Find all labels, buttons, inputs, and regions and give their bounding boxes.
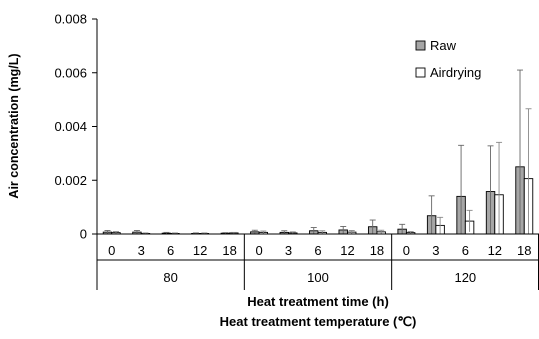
legend-swatch-airdrying xyxy=(415,67,426,78)
x-tick-label: 6 xyxy=(314,243,321,258)
legend-label-airdrying: Airdrying xyxy=(430,65,481,80)
x-tick-label: 18 xyxy=(222,243,236,258)
x-tick-label: 18 xyxy=(370,243,384,258)
y-tick-label: 0.004 xyxy=(54,119,87,134)
x-tick-label: 12 xyxy=(193,243,207,258)
x-tick-label: 0 xyxy=(403,243,410,258)
group-label: 100 xyxy=(307,270,329,285)
bars xyxy=(102,166,534,235)
x-tick-label: 3 xyxy=(432,243,439,258)
x-tick-label: 6 xyxy=(462,243,469,258)
legend: Raw Airdrying xyxy=(415,38,481,80)
x-tick-label: 3 xyxy=(285,243,292,258)
legend-swatch-raw xyxy=(415,40,426,51)
y-tick-label: 0.002 xyxy=(54,173,87,188)
x-tick-label: 0 xyxy=(255,243,262,258)
x-tick-label: 12 xyxy=(488,243,502,258)
legend-label-raw: Raw xyxy=(430,38,457,53)
y-tick-label: 0.006 xyxy=(54,65,87,80)
y-axis-title: Air concentration (mg/L) xyxy=(7,53,21,198)
x-axis: 80 0 3 6 12 18 100 0 3 6 12 18 120 0 3 6 12 18 xyxy=(96,233,539,290)
x-tick-label: 6 xyxy=(167,243,174,258)
y-tick-label: 0 xyxy=(80,227,87,242)
x-tick-label: 3 xyxy=(138,243,145,258)
x-tick-label: 0 xyxy=(108,243,115,258)
x-axis-group-title: Heat treatment temperature (℃) xyxy=(220,314,417,329)
x-tick-label: 18 xyxy=(517,243,531,258)
y-tick-label: 0.008 xyxy=(54,12,87,27)
x-axis-title: Heat treatment time (h) xyxy=(247,294,389,309)
group-label: 80 xyxy=(163,270,177,285)
x-tick-label: 12 xyxy=(340,243,354,258)
group-label: 120 xyxy=(454,270,476,285)
error-bars xyxy=(104,69,532,234)
y-axis: 0 0.002 0.004 0.006 0.008 xyxy=(54,12,98,242)
